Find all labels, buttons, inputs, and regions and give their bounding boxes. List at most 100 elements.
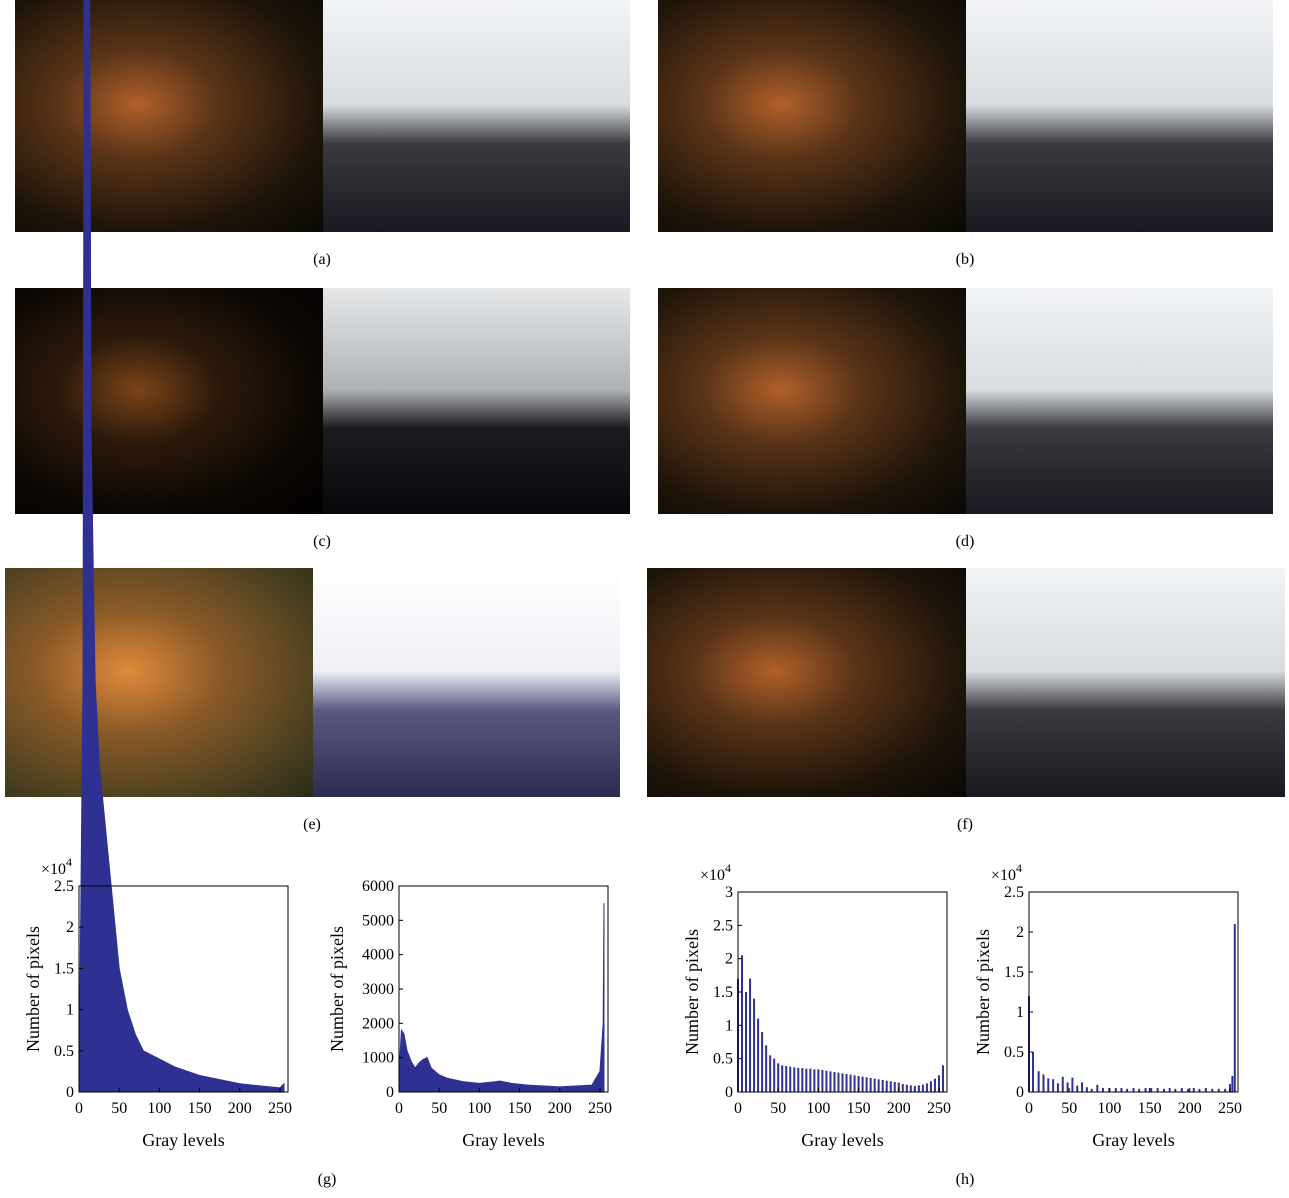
histogram-bar (1038, 1071, 1040, 1092)
histogram-bar (854, 1075, 856, 1092)
histogram-bar (862, 1077, 864, 1092)
y-tick-label: 2.5 (54, 878, 74, 895)
y-scale-exponent: 4 (1016, 861, 1022, 875)
y-axis-label: Number of pixels (23, 926, 43, 1052)
histogram-bar (894, 1082, 896, 1092)
y-tick-label: 0.5 (713, 1051, 733, 1068)
histogram-bar (1067, 1082, 1069, 1092)
histogram-bar (1169, 1088, 1171, 1092)
histogram-bar (1032, 1052, 1034, 1092)
histogram-bar (761, 1032, 763, 1092)
y-tick-label: 1000 (362, 1050, 394, 1067)
y-tick-label: 0 (1016, 1084, 1024, 1101)
y-tick-label: 2 (66, 919, 74, 936)
histogram-bar (745, 992, 747, 1092)
histogram-bar (934, 1079, 936, 1092)
histogram-bar (837, 1073, 839, 1092)
histogram-bar (1057, 1083, 1059, 1092)
x-tick-label: 50 (431, 1100, 447, 1117)
y-tick-label: 3 (725, 884, 733, 901)
histogram-bar (769, 1055, 771, 1092)
figure: (a) (b) (c) (d) (e) (f) (g) (h) 05010015… (0, 0, 1289, 1198)
x-tick-label: 0 (734, 1100, 742, 1117)
y-tick-label: 0 (66, 1084, 74, 1101)
histogram-bar (805, 1069, 807, 1092)
y-scale-exponent: 4 (66, 855, 72, 869)
histogram-bar (842, 1073, 844, 1092)
histogram-bar (1071, 1078, 1073, 1092)
y-tick-label: 0 (386, 1084, 394, 1101)
y-axis-label: Number of pixels (682, 929, 702, 1055)
histogram-bar (926, 1083, 928, 1092)
histogram-bar (930, 1081, 932, 1092)
x-tick-label: 200 (1178, 1100, 1202, 1117)
histogram-bar (1115, 1088, 1117, 1092)
histogram-bar (1062, 1077, 1064, 1092)
histogram-bar (773, 1059, 775, 1092)
histogram-bar (1231, 1076, 1233, 1092)
histogram-bar (785, 1066, 787, 1092)
y-tick-label: 1 (66, 1002, 74, 1019)
histogram-bar (1052, 1079, 1054, 1092)
histogram-bar (825, 1071, 827, 1092)
x-axis-label: Gray levels (1092, 1130, 1174, 1150)
x-tick-label: 100 (806, 1100, 830, 1117)
histogram-bar (1102, 1088, 1104, 1092)
histogram-bar (850, 1075, 852, 1092)
histogram-bar (1205, 1088, 1207, 1092)
y-scale-exponent: 4 (725, 861, 731, 875)
histogram-bar (1145, 1088, 1147, 1092)
histogram-bar (1234, 924, 1236, 1092)
x-axis-label: Gray levels (142, 1130, 224, 1150)
y-tick-label: 1.5 (713, 984, 733, 1001)
y-scale-multiplier: ×104 (991, 861, 1022, 884)
histogram-bar (918, 1085, 920, 1092)
histogram-bar (765, 1045, 767, 1092)
histogram-bar (846, 1074, 848, 1092)
y-tick-label: 2 (1016, 924, 1024, 941)
x-tick-label: 100 (1097, 1100, 1121, 1117)
x-axis-label: Gray levels (801, 1130, 883, 1150)
x-tick-label: 0 (75, 1100, 83, 1117)
histogram-bar (902, 1084, 904, 1092)
plot-frame (399, 886, 608, 1092)
y-tick-label: 1.5 (1004, 964, 1024, 981)
x-tick-label: 150 (508, 1100, 532, 1117)
y-tick-label: 2 (725, 951, 733, 968)
histogram-bar (1193, 1088, 1195, 1092)
x-tick-label: 50 (770, 1100, 786, 1117)
y-tick-label: 3000 (362, 981, 394, 998)
y-tick-label: 1 (1016, 1004, 1024, 1021)
histogram-bar (922, 1085, 924, 1092)
histogram-bar (833, 1072, 835, 1092)
histogram-bar (874, 1079, 876, 1092)
x-tick-label: 250 (268, 1100, 292, 1117)
histogram-bar (753, 999, 755, 1092)
x-tick-label: 200 (548, 1100, 572, 1117)
x-tick-label: 0 (395, 1100, 403, 1117)
y-tick-label: 6000 (362, 878, 394, 895)
histogram-bar (906, 1085, 908, 1092)
x-tick-label: 250 (927, 1100, 951, 1117)
histogram-bar (749, 979, 751, 1092)
histogram-bar (777, 1063, 779, 1092)
histogram-bar (870, 1078, 872, 1092)
y-tick-label: 0 (725, 1084, 733, 1101)
histogram-bar (1120, 1088, 1122, 1092)
histogram-bar (1042, 1074, 1044, 1092)
x-axis-label: Gray levels (462, 1130, 544, 1150)
histogram-bar (1157, 1088, 1159, 1092)
histogram-bar (781, 1065, 783, 1092)
histogram-bar (882, 1080, 884, 1092)
histogram-bar (793, 1067, 795, 1092)
histogram-bar (813, 1069, 815, 1092)
y-tick-label: 2.5 (1004, 884, 1024, 901)
x-tick-label: 250 (1218, 1100, 1242, 1117)
y-scale-multiplier: ×104 (41, 855, 72, 878)
y-tick-label: 2.5 (713, 917, 733, 934)
y-scale-base: ×10 (700, 867, 725, 884)
y-tick-label: 0.5 (54, 1043, 74, 1060)
